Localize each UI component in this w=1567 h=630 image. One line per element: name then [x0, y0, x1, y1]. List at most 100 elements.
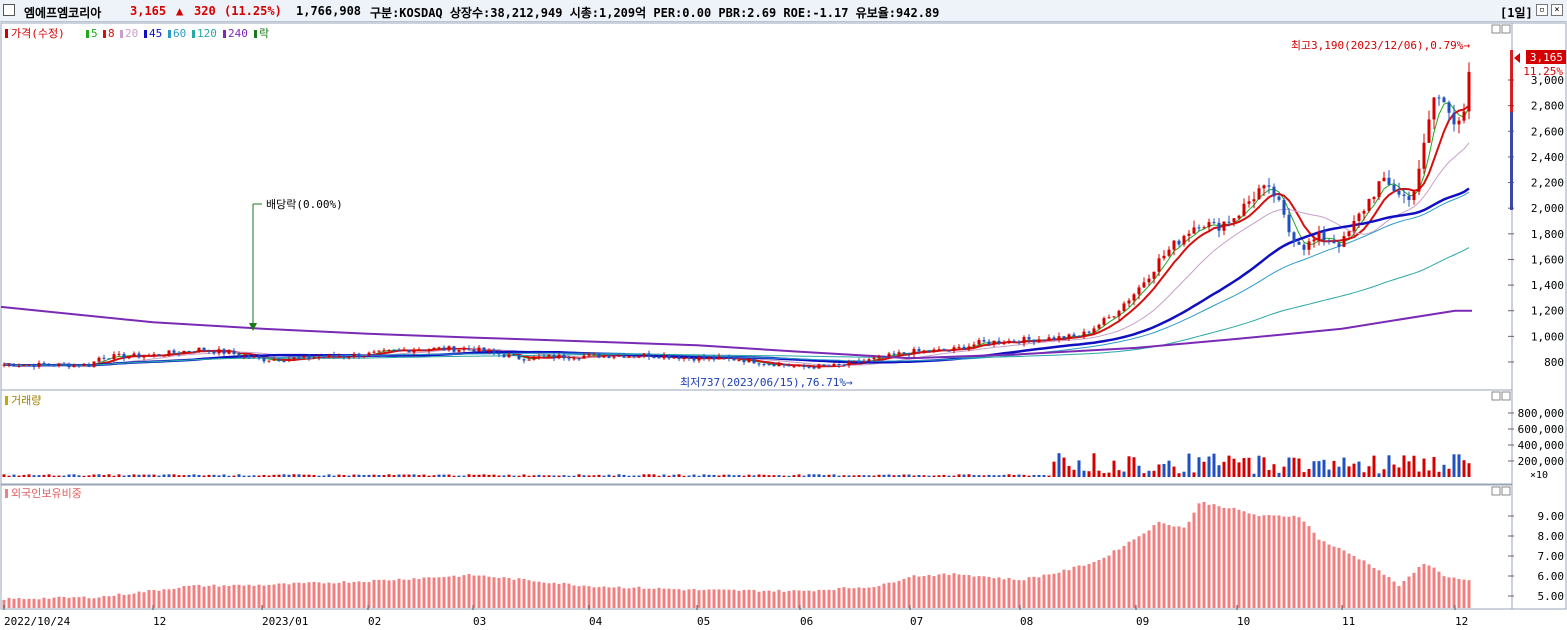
legend-ma-label: 60 [173, 27, 186, 40]
foreign-ratio-bar [877, 586, 881, 608]
volume-bar [482, 474, 486, 477]
change-up-icon: ▲ [176, 4, 184, 18]
foreign-ratio-bar [1222, 507, 1226, 608]
volume-bar [687, 475, 691, 477]
volume-bar [1422, 458, 1426, 477]
chart-canvas[interactable]: 800 1,000 1,200 1,400 1,600 1,800 2,000 2,200 2,… [0, 22, 1567, 630]
foreign-ratio-bar [452, 575, 456, 608]
candle-body [502, 354, 506, 358]
foreign-ratio-bar [1087, 564, 1091, 608]
candle-body [1307, 241, 1311, 250]
volume-bar [787, 475, 791, 477]
volume-bar [817, 474, 821, 477]
price-panel-max-icon[interactable] [1491, 24, 1501, 34]
foreign-ratio-bar [282, 583, 286, 608]
volume-bar [562, 475, 566, 477]
volume-bar [517, 475, 521, 477]
candle-body [722, 356, 726, 358]
candle-body [407, 350, 411, 353]
foreign-ratio-bar [1162, 523, 1166, 608]
legend-volume-swatch [5, 396, 8, 405]
high-annotation: 최고3,190(2023/12/06),0.79%→ [1291, 39, 1471, 52]
candle-body [937, 349, 941, 351]
candle-body [547, 355, 551, 357]
foreign-panel-close-icon[interactable] [1501, 486, 1511, 496]
candle-body [1317, 231, 1321, 240]
candle-body [487, 350, 491, 352]
volume-bar [707, 474, 711, 477]
candle-body [1272, 186, 1276, 197]
volume-bar [387, 474, 391, 477]
legend-ma-swatch [103, 30, 106, 38]
volume-bar [927, 475, 931, 477]
foreign-ratio-bar [1272, 515, 1276, 608]
volume-bar [807, 474, 811, 477]
foreign-ratio-bar [572, 585, 576, 608]
candle-body [687, 357, 691, 359]
volume-bar [237, 474, 241, 477]
volume-bar [867, 475, 871, 477]
foreign-ratio-bar [922, 576, 926, 608]
foreign-ratio-bar [337, 582, 341, 608]
candle-body [1087, 331, 1091, 333]
candle-body [1422, 142, 1426, 169]
volume-bar [1092, 453, 1096, 477]
candle-body [247, 355, 251, 358]
foreign-ratio-bar [722, 589, 726, 608]
foreign-ratio-bar [347, 582, 351, 608]
volume-bar [892, 475, 896, 477]
close-icon[interactable]: × [1551, 4, 1563, 16]
legend-extra-swatch [254, 30, 257, 38]
candle-body [752, 358, 756, 364]
candle-body [1282, 199, 1286, 215]
volume-bar [897, 475, 901, 477]
candle-body [777, 363, 781, 367]
volume-bar [1277, 472, 1281, 477]
period-selector[interactable]: [1일] [1500, 6, 1533, 20]
volume-bar [112, 475, 116, 477]
volume-bar [857, 475, 861, 477]
volume-bar [1152, 470, 1156, 477]
price-axis-label: 1,400 [1531, 279, 1564, 292]
volume-bar [642, 474, 646, 477]
volume-bar [572, 475, 576, 477]
candle-body [492, 350, 496, 353]
candle-body [737, 360, 741, 362]
foreign-ratio-bar [182, 586, 186, 608]
candle-body [1372, 197, 1376, 200]
candle-body [922, 350, 926, 352]
candle-body [232, 350, 236, 354]
price-axis-label: 3,000 [1531, 74, 1564, 87]
volume-bar [212, 474, 216, 477]
candle-body [952, 347, 956, 351]
foreign-ratio-bar [597, 587, 601, 608]
legend-ma-swatch [86, 30, 89, 38]
candle-body [977, 340, 981, 345]
volume-bar [1407, 461, 1411, 477]
candle-body [1327, 240, 1331, 242]
price-axis-label: 2,000 [1531, 202, 1564, 215]
candle-body [507, 354, 511, 358]
price-panel-close-icon[interactable] [1501, 24, 1511, 34]
volume-bar [202, 475, 206, 477]
price-axis-label: 2,400 [1531, 151, 1564, 164]
candle-body [842, 364, 846, 366]
candle-body [47, 364, 51, 366]
legend-ma-label: 8 [108, 27, 115, 40]
foreign-ratio-bar [1412, 572, 1416, 608]
candle-body [117, 353, 121, 355]
maximize-icon[interactable]: ▫ [1536, 4, 1548, 16]
candle-body [102, 357, 106, 359]
candle-body [497, 352, 501, 355]
volume-panel-close-icon[interactable] [1501, 391, 1511, 401]
foreign-ratio-bar [92, 598, 96, 608]
foreign-ratio-bar [287, 584, 291, 608]
volume-bar [1452, 454, 1456, 477]
x-axis-label: 03 [473, 615, 486, 628]
select-checkbox[interactable] [3, 4, 15, 16]
candle-body [1122, 303, 1126, 311]
foreign-ratio-bar [1462, 579, 1466, 608]
volume-panel-max-icon[interactable] [1491, 391, 1501, 401]
volume-bar [282, 474, 286, 477]
foreign-panel-max-icon[interactable] [1491, 486, 1501, 496]
